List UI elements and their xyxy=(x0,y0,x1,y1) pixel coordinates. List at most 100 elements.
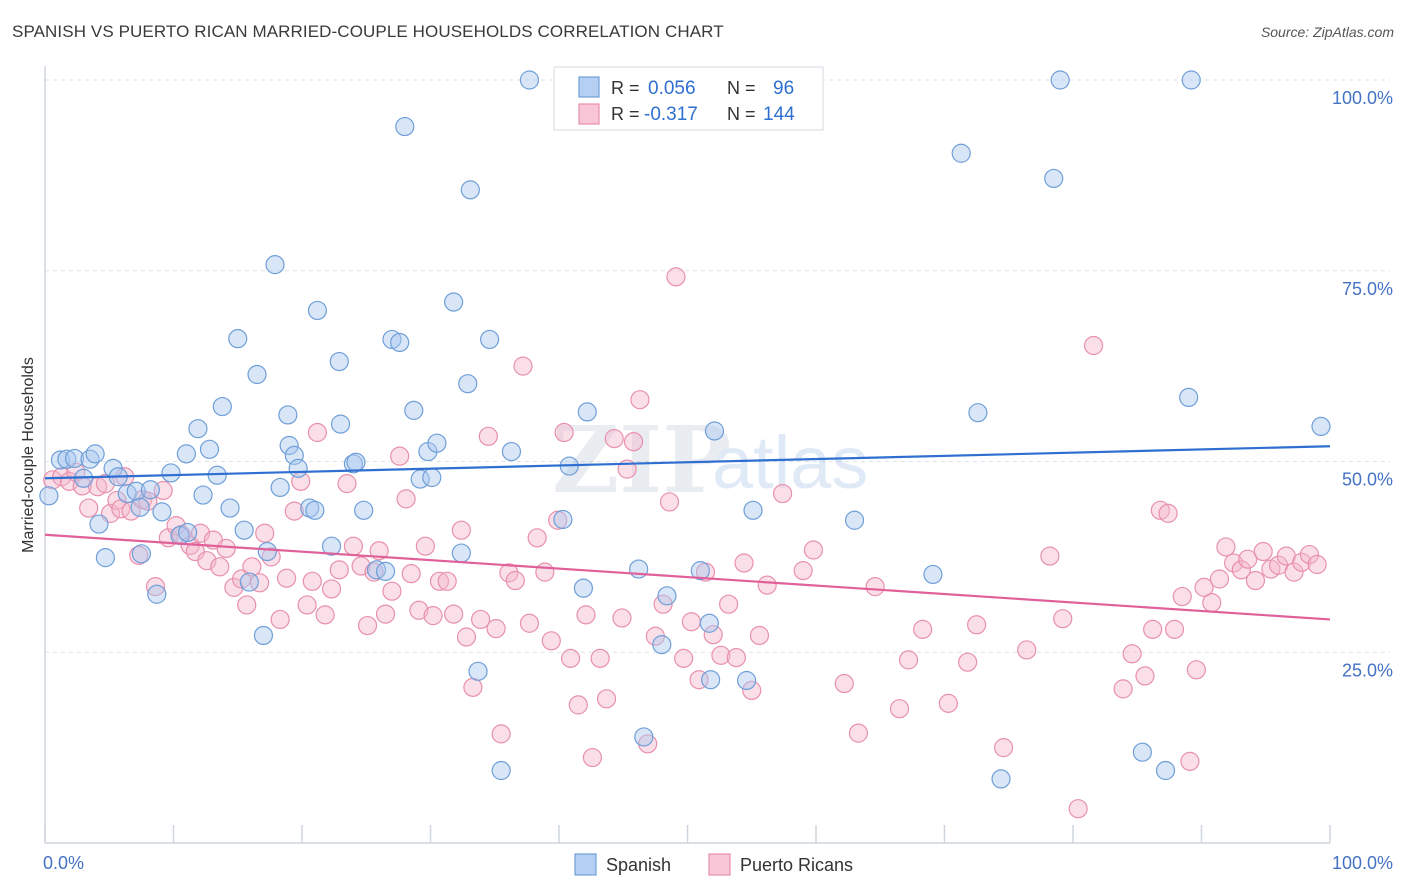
spanish-point-22 xyxy=(188,419,208,439)
spanish-point-26 xyxy=(212,396,232,417)
puerto-ricans-point-116 xyxy=(958,652,978,672)
spanish-point-78 xyxy=(701,670,721,690)
puerto-ricans-point-67 xyxy=(486,618,506,639)
spanish-point-54 xyxy=(404,400,424,420)
y-tick-label-75: 75.0% xyxy=(1342,279,1393,299)
spanish-point-34 xyxy=(265,255,285,275)
spanish-point-2 xyxy=(57,449,77,469)
legend-r-label-puerto-ricans: R = xyxy=(611,104,640,124)
series-spanish-points xyxy=(39,70,1331,789)
puerto-ricans-point-92 xyxy=(659,492,680,512)
spanish-point-1 xyxy=(50,450,71,470)
puerto-ricans-point-93 xyxy=(666,267,686,287)
legend-n-value-puerto-ricans: 144 xyxy=(763,104,795,125)
puerto-ricans-point-121 xyxy=(1053,609,1073,629)
spanish-point-16 xyxy=(147,584,167,604)
puerto-ricans-point-5 xyxy=(79,498,99,518)
puerto-ricans-point-65 xyxy=(471,609,491,630)
spanish-point-81 xyxy=(743,500,763,520)
y-tick-labels: 25.0% 50.0% 75.0% 100.0% xyxy=(1332,88,1393,680)
spanish-point-63 xyxy=(468,661,488,681)
spanish-point-27 xyxy=(220,498,240,518)
puerto-ricans-point-138 xyxy=(1224,553,1244,573)
spanish-point-87 xyxy=(1044,168,1064,189)
puerto-ricans-point-137 xyxy=(1216,537,1236,557)
spanish-point-52 xyxy=(390,332,410,353)
puerto-ricans-point-63 xyxy=(456,627,477,647)
puerto-ricans-point-110 xyxy=(848,723,869,743)
spanish-point-66 xyxy=(501,441,522,462)
puerto-ricans-point-66 xyxy=(478,426,498,446)
puerto-ricans-point-44 xyxy=(329,560,349,580)
spanish-point-37 xyxy=(279,435,299,456)
legend-r-value-puerto-ricans: -0.317 xyxy=(644,104,698,125)
puerto-ricans-point-140 xyxy=(1238,549,1258,569)
puerto-ricans-point-136 xyxy=(1209,569,1230,589)
puerto-ricans-point-141 xyxy=(1245,570,1266,591)
spanish-point-48 xyxy=(354,500,374,520)
legend-bottom: Spanish Puerto Ricans xyxy=(574,853,853,876)
puerto-ricans-point-30 xyxy=(237,595,257,615)
bottom-legend-label-spanish: Spanish xyxy=(606,855,671,875)
puerto-ricans-point-94 xyxy=(674,648,694,668)
puerto-ricans-point-39 xyxy=(297,595,317,615)
puerto-ricans-point-58 xyxy=(423,606,443,626)
puerto-ricans-point-19 xyxy=(166,515,186,536)
spanish-point-74 xyxy=(652,635,672,655)
watermark-zip: ZIP xyxy=(552,406,731,514)
puerto-ricans-point-148 xyxy=(1299,544,1320,565)
legend-top: R = 0.056 N = 96 R = -0.317 N = 144 xyxy=(553,66,824,131)
puerto-ricans-point-73 xyxy=(527,528,547,548)
puerto-ricans-point-26 xyxy=(210,557,230,577)
puerto-ricans-point-32 xyxy=(249,573,270,593)
puerto-ricans-point-127 xyxy=(1143,619,1163,639)
spanish-point-32 xyxy=(253,625,274,646)
spanish-point-91 xyxy=(1181,70,1201,90)
puerto-ricans-point-29 xyxy=(232,569,252,589)
puerto-ricans-point-72 xyxy=(519,613,540,633)
trend-line-spanish xyxy=(44,445,1331,480)
spanish-point-8 xyxy=(95,548,115,568)
puerto-ricans-point-42 xyxy=(315,605,335,625)
puerto-ricans-point-107 xyxy=(793,561,813,581)
puerto-ricans-point-134 xyxy=(1194,577,1214,597)
spanish-point-86 xyxy=(991,769,1011,789)
spanish-point-6 xyxy=(85,444,105,464)
puerto-ricans-point-60 xyxy=(437,571,457,591)
spanish-point-65 xyxy=(491,760,511,781)
spanish-point-29 xyxy=(234,520,254,540)
spanish-point-59 xyxy=(444,292,464,312)
spanish-point-70 xyxy=(573,578,594,598)
puerto-ricans-point-35 xyxy=(270,609,290,630)
puerto-ricans-point-100 xyxy=(719,594,739,614)
spanish-point-44 xyxy=(329,351,349,372)
spanish-point-20 xyxy=(178,522,198,543)
spanish-point-7 xyxy=(89,514,109,534)
puerto-ricans-point-53 xyxy=(390,446,410,466)
spanish-point-5 xyxy=(80,449,100,469)
puerto-ricans-point-78 xyxy=(560,648,581,668)
legend-r-value-spanish: 0.056 xyxy=(648,78,696,99)
spanish-point-18 xyxy=(161,463,181,483)
puerto-ricans-point-133 xyxy=(1186,660,1206,680)
puerto-ricans-point-149 xyxy=(1307,554,1327,575)
puerto-ricans-point-40 xyxy=(302,571,322,591)
legend-swatch-puerto-ricans xyxy=(578,103,600,125)
puerto-ricans-point-106 xyxy=(772,483,793,504)
spanish-point-39 xyxy=(288,458,308,478)
legend-n-label-puerto-ricans: N = xyxy=(727,104,756,124)
puerto-ricans-point-52 xyxy=(382,581,402,601)
spanish-point-68 xyxy=(553,509,573,530)
x-tick-label-max: 100.0% xyxy=(1332,853,1393,873)
spanish-point-79 xyxy=(704,421,725,441)
puerto-ricans-point-118 xyxy=(994,738,1014,758)
puerto-ricans-point-103 xyxy=(742,680,762,701)
spanish-point-64 xyxy=(480,329,500,350)
puerto-ricans-point-79 xyxy=(568,695,588,715)
y-tick-label-25: 25.0% xyxy=(1342,660,1393,680)
spanish-point-14 xyxy=(131,544,151,564)
puerto-ricans-point-70 xyxy=(505,570,525,591)
puerto-ricans-point-147 xyxy=(1292,552,1312,572)
puerto-ricans-point-68 xyxy=(491,724,511,744)
